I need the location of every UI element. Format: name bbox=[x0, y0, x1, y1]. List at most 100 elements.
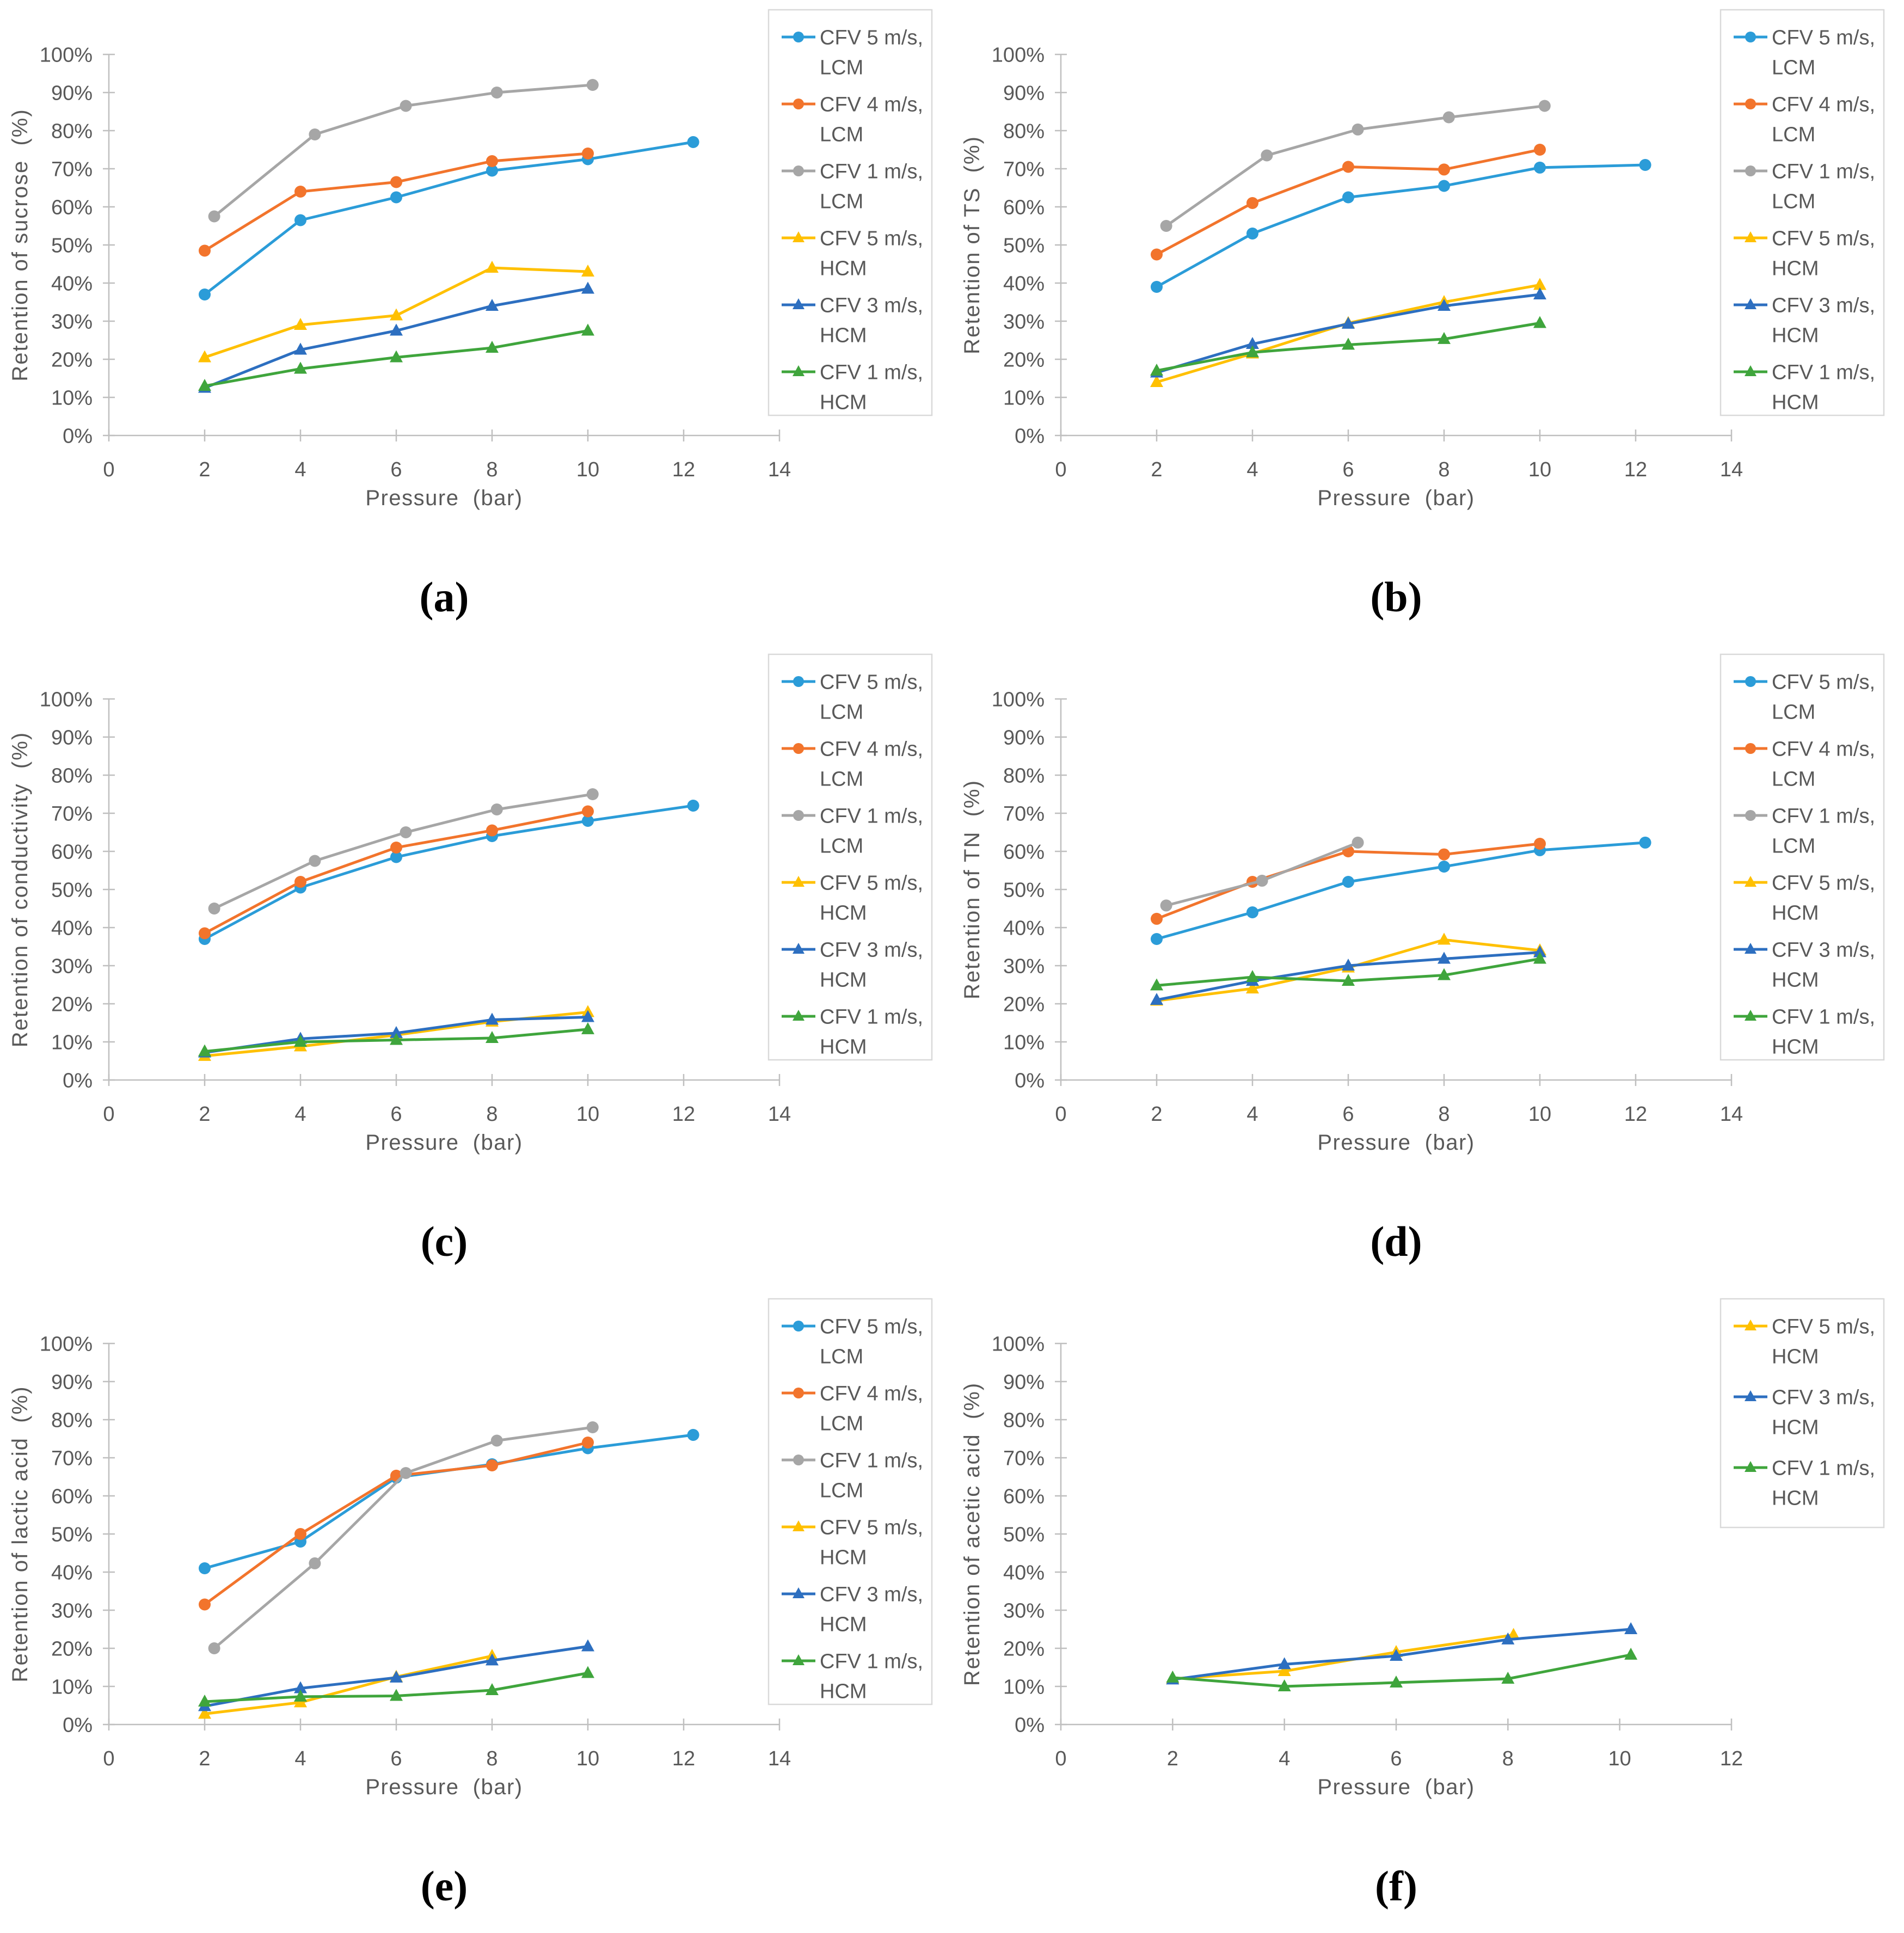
series-line-cfv3-hcm bbox=[1172, 1628, 1631, 1681]
legend-marker-cfv4-lcm bbox=[793, 99, 804, 109]
data-point-cfv1-lcm bbox=[208, 903, 220, 915]
legend-label-line2: LCM bbox=[820, 1479, 863, 1502]
y-tick-label: 90% bbox=[1003, 726, 1045, 749]
data-point-cfv1-hcm bbox=[1342, 337, 1355, 350]
legend-marker-cfv3-hcm bbox=[793, 1587, 804, 1598]
legend-label-line1: CFV 3 m/s, bbox=[1772, 294, 1875, 317]
chart-d-plot: 0% 10% 20% 30% 40% 50% 60% 70% 80% 90% 100% 0 2 4 6 8 10… bbox=[960, 653, 1885, 1155]
legend-label-line1: CFV 5 m/s, bbox=[1772, 1315, 1875, 1338]
x-tick-label: 12 bbox=[1720, 1747, 1743, 1770]
x-axis-title: Pressure (bar) bbox=[1317, 486, 1475, 510]
chart-e-caption: (e) bbox=[420, 1862, 468, 1910]
x-tick-label: 6 bbox=[390, 458, 402, 481]
x-axis-title: Pressure (bar) bbox=[365, 1131, 523, 1155]
x-tick-label: 6 bbox=[1342, 458, 1354, 481]
chart-a-plot: 0% 10% 20% 30% 40% 50% 60% 70% 80% 90% 100% 0 2 4 6 8 10… bbox=[8, 9, 933, 510]
data-point-cfv3-hcm bbox=[1342, 316, 1355, 329]
data-point-cfv5-lcm bbox=[687, 136, 699, 148]
x-tick-label: 14 bbox=[768, 1103, 791, 1126]
y-tick-label: 20% bbox=[51, 348, 93, 371]
data-point-cfv5-hcm bbox=[581, 265, 594, 277]
y-tick-label: 90% bbox=[51, 82, 93, 105]
y-tick-label: 100% bbox=[992, 44, 1045, 66]
legend-box bbox=[767, 9, 933, 416]
data-point-cfv3-hcm bbox=[1438, 952, 1451, 964]
data-point-cfv4-lcm bbox=[582, 805, 594, 818]
legend-label-line1: CFV 5 m/s, bbox=[820, 872, 923, 894]
data-point-cfv3-hcm bbox=[1533, 287, 1546, 299]
data-point-cfv3-hcm bbox=[486, 1012, 499, 1025]
data-point-cfv3-hcm bbox=[1501, 1632, 1515, 1644]
legend-marker-cfv1-lcm bbox=[793, 1455, 804, 1465]
data-point-cfv5-hcm bbox=[1150, 375, 1163, 387]
legend-marker-cfv5-hcm bbox=[1745, 231, 1756, 242]
legend-box bbox=[767, 1298, 933, 1705]
data-point-cfv5-lcm bbox=[1639, 836, 1651, 849]
figure-panel-e: 0% 10% 20% 30% 40% 50% 60% 70% 80% 90% 100% 0 2 4 6 8 10… bbox=[0, 1289, 952, 1933]
legend-label-line2: HCM bbox=[1772, 391, 1819, 414]
legend-label-line2: HCM bbox=[820, 1035, 867, 1058]
x-tick-label: 8 bbox=[486, 458, 498, 481]
data-point-cfv4-lcm bbox=[1438, 163, 1450, 176]
data-point-cfv1-lcm bbox=[309, 855, 321, 867]
data-point-cfv5-lcm bbox=[1438, 180, 1450, 192]
legend-label-line1: CFV 1 m/s, bbox=[1772, 805, 1875, 827]
y-tick-label: 90% bbox=[1003, 82, 1045, 105]
x-tick-label: 12 bbox=[1624, 458, 1647, 481]
y-tick-label: 70% bbox=[1003, 802, 1045, 825]
legend-marker-cfv5-hcm bbox=[1745, 1320, 1756, 1330]
data-point-cfv1-lcm bbox=[400, 100, 412, 112]
data-point-cfv4-lcm bbox=[294, 186, 306, 198]
data-point-cfv3-hcm bbox=[486, 1653, 499, 1666]
legend-label-line1: CFV 1 m/s, bbox=[820, 1449, 923, 1472]
y-tick-label: 40% bbox=[1003, 917, 1045, 940]
y-tick-label: 50% bbox=[1003, 879, 1045, 901]
data-point-cfv4-lcm bbox=[1246, 197, 1258, 209]
y-tick-label: 60% bbox=[51, 196, 93, 219]
y-tick-label: 60% bbox=[1003, 196, 1045, 219]
series-line-cfv5-lcm bbox=[204, 804, 693, 941]
data-point-cfv4-lcm bbox=[294, 1528, 306, 1540]
y-tick-label: 80% bbox=[1003, 1409, 1045, 1432]
data-point-cfv1-hcm bbox=[1533, 316, 1546, 328]
x-tick-label: 4 bbox=[1279, 1747, 1290, 1770]
data-point-cfv5-hcm bbox=[1533, 278, 1546, 290]
data-point-cfv3-hcm bbox=[581, 1010, 594, 1022]
legend-label-line1: CFV 3 m/s, bbox=[820, 1583, 923, 1606]
data-point-cfv1-hcm bbox=[1533, 952, 1546, 964]
x-tick-label: 4 bbox=[1246, 1103, 1258, 1126]
x-tick-label: 0 bbox=[1055, 1103, 1066, 1126]
data-point-cfv1-hcm bbox=[1246, 970, 1259, 982]
x-tick-label: 14 bbox=[1720, 1103, 1743, 1126]
legend-marker-cfv5-hcm bbox=[793, 231, 804, 242]
data-point-cfv4-lcm bbox=[486, 155, 498, 167]
data-point-cfv1-lcm bbox=[490, 803, 503, 815]
x-axis-title: Pressure (bar) bbox=[365, 486, 523, 510]
x-tick-label: 14 bbox=[768, 1747, 791, 1770]
chart-e-plot: 0% 10% 20% 30% 40% 50% 60% 70% 80% 90% 100% 0 2 4 6 8 10… bbox=[8, 1298, 933, 1799]
legend-label-line2: HCM bbox=[1772, 1035, 1819, 1058]
y-tick-label: 100% bbox=[40, 1333, 93, 1355]
y-axis-title: Retention of sucrose (%) bbox=[8, 108, 32, 381]
data-point-cfv4-lcm bbox=[582, 148, 594, 159]
x-tick-label: 8 bbox=[486, 1103, 498, 1126]
legend-marker-cfv5-lcm bbox=[1745, 32, 1756, 42]
legend-label-line1: CFV 1 m/s, bbox=[1772, 1457, 1875, 1480]
data-point-cfv5-hcm bbox=[486, 261, 499, 273]
y-tick-label: 0% bbox=[63, 425, 93, 447]
y-axis-title: Retention of lactic acid (%) bbox=[8, 1386, 32, 1683]
legend-label-line2: LCM bbox=[1772, 56, 1815, 79]
data-point-cfv5-lcm bbox=[199, 289, 211, 300]
data-point-cfv5-lcm bbox=[199, 1562, 211, 1574]
data-point-cfv1-hcm bbox=[1166, 1670, 1180, 1683]
legend-marker-cfv5-lcm bbox=[793, 676, 804, 687]
legend-marker-cfv3-hcm bbox=[1745, 1390, 1756, 1401]
x-tick-label: 6 bbox=[1342, 1103, 1354, 1126]
legend-label-line1: CFV 5 m/s, bbox=[820, 227, 923, 250]
x-tick-label: 10 bbox=[1528, 1103, 1551, 1126]
data-point-cfv4-lcm bbox=[199, 1598, 211, 1611]
legend-marker-cfv1-lcm bbox=[793, 165, 804, 176]
data-point-cfv4-lcm bbox=[1534, 838, 1546, 850]
y-tick-label: 70% bbox=[51, 158, 93, 181]
y-tick-label: 30% bbox=[1003, 1599, 1045, 1622]
